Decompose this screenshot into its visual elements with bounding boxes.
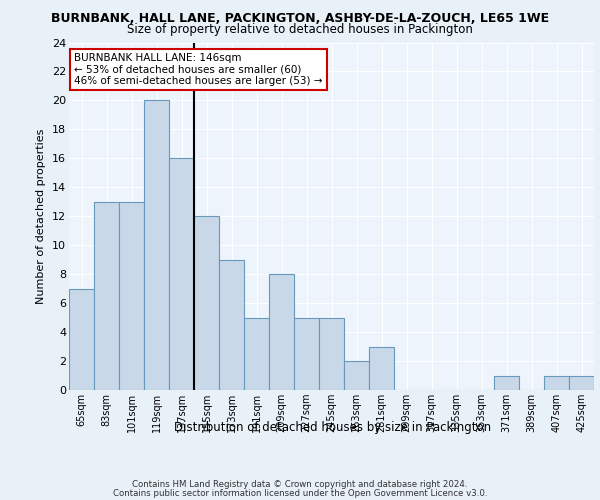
Bar bbox=[319, 318, 344, 390]
Bar bbox=[119, 202, 144, 390]
Text: Contains public sector information licensed under the Open Government Licence v3: Contains public sector information licen… bbox=[113, 488, 487, 498]
Text: BURNBANK HALL LANE: 146sqm
← 53% of detached houses are smaller (60)
46% of semi: BURNBANK HALL LANE: 146sqm ← 53% of deta… bbox=[74, 53, 323, 86]
Bar bbox=[169, 158, 194, 390]
Text: Size of property relative to detached houses in Packington: Size of property relative to detached ho… bbox=[127, 22, 473, 36]
Bar bbox=[144, 100, 169, 390]
Bar bbox=[269, 274, 294, 390]
Bar bbox=[194, 216, 219, 390]
Bar bbox=[94, 202, 119, 390]
Text: Distribution of detached houses by size in Packington: Distribution of detached houses by size … bbox=[175, 421, 491, 434]
Bar bbox=[69, 288, 94, 390]
Bar bbox=[244, 318, 269, 390]
Bar bbox=[219, 260, 244, 390]
Text: Contains HM Land Registry data © Crown copyright and database right 2024.: Contains HM Land Registry data © Crown c… bbox=[132, 480, 468, 489]
Y-axis label: Number of detached properties: Number of detached properties bbox=[37, 128, 46, 304]
Bar bbox=[369, 346, 394, 390]
Text: BURNBANK, HALL LANE, PACKINGTON, ASHBY-DE-LA-ZOUCH, LE65 1WE: BURNBANK, HALL LANE, PACKINGTON, ASHBY-D… bbox=[51, 12, 549, 26]
Bar bbox=[544, 376, 569, 390]
Bar bbox=[494, 376, 519, 390]
Bar bbox=[569, 376, 594, 390]
Bar bbox=[294, 318, 319, 390]
Bar bbox=[344, 361, 369, 390]
